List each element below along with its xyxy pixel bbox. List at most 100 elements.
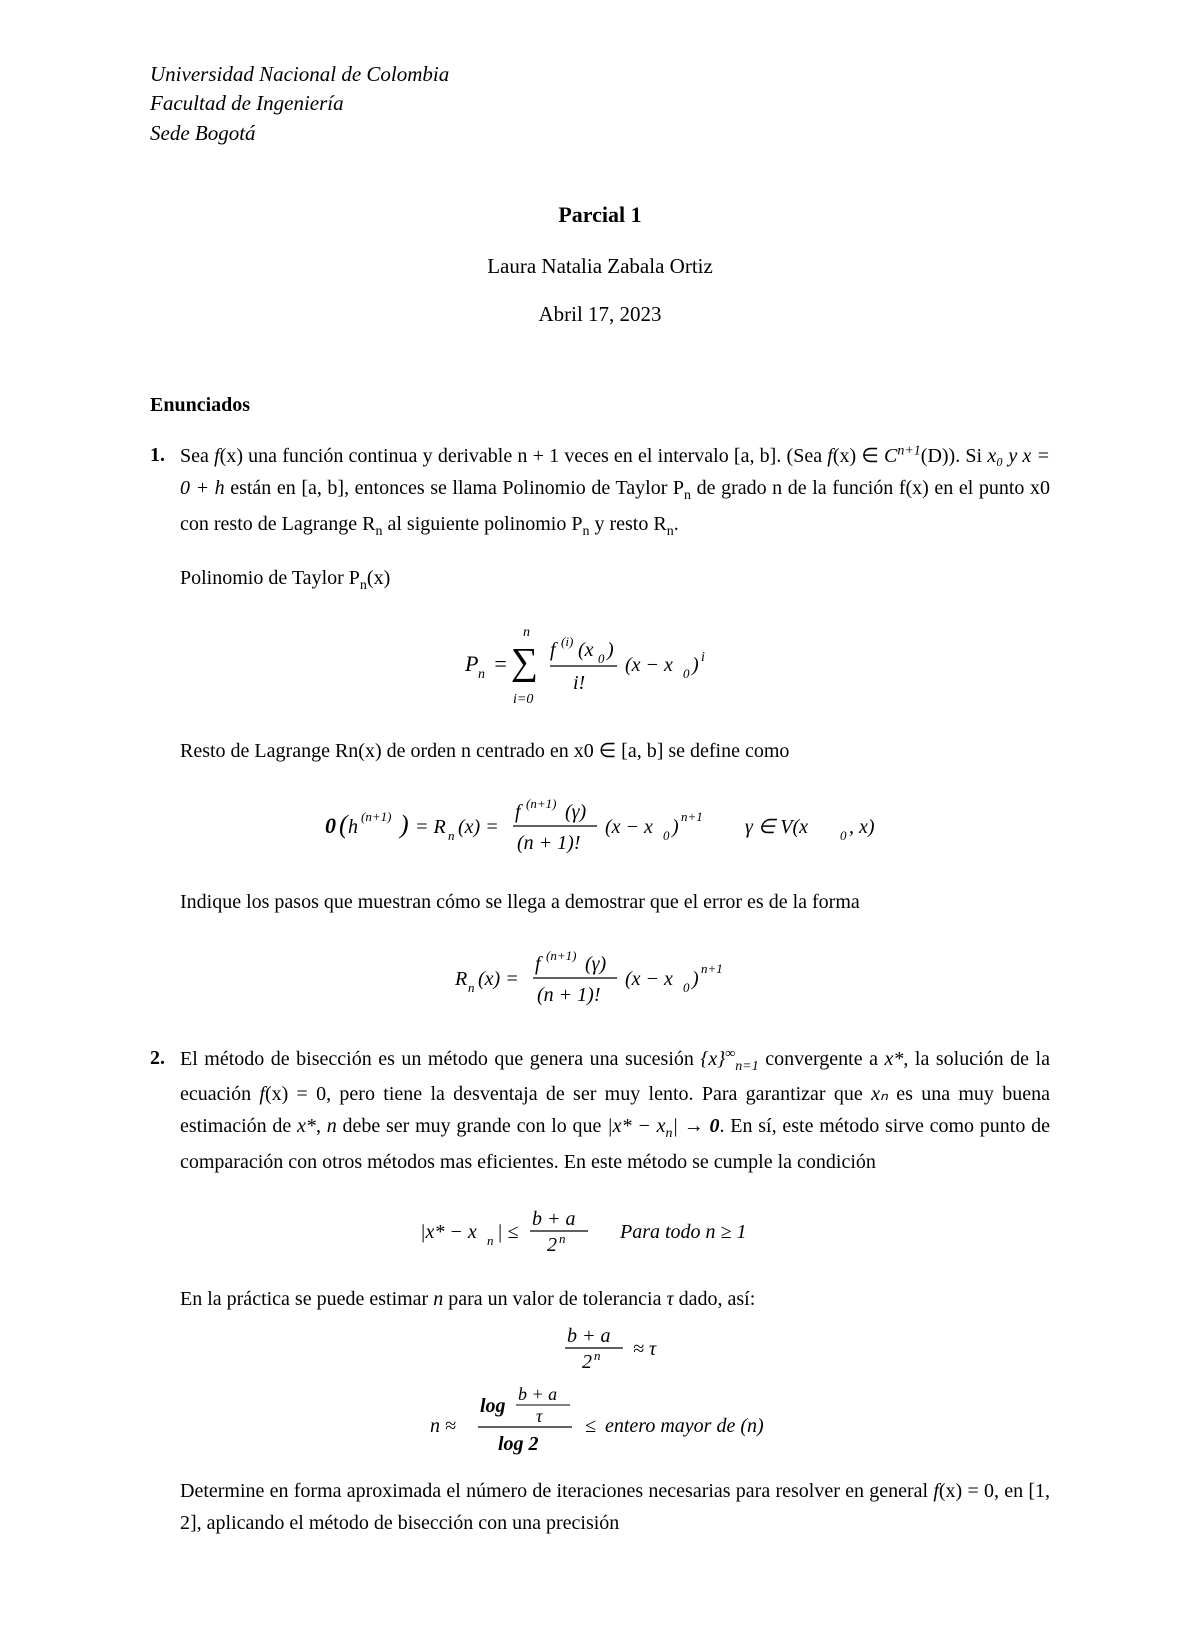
p1-sub1-text: Polinomio de Taylor P xyxy=(180,567,360,589)
p2-prac3: dado, así: xyxy=(674,1288,756,1310)
svg-text:n: n xyxy=(468,980,475,995)
p1-t1: Sea xyxy=(180,445,214,467)
svg-text:n+1: n+1 xyxy=(701,961,723,976)
p1-t3: (x) ∈ xyxy=(833,445,884,467)
p1-t9: . xyxy=(674,513,679,535)
svg-text:(γ): (γ) xyxy=(585,953,607,975)
svg-text:log 2: log 2 xyxy=(498,1433,539,1455)
p1-lagrange-text: Resto de Lagrange Rn(x) de orden n centr… xyxy=(180,736,1050,766)
p1-t2: (x) una función continua y derivable n +… xyxy=(220,445,828,467)
svg-text:b + a: b + a xyxy=(567,1325,611,1347)
faculty-name: Facultad de Ingeniería xyxy=(150,89,1050,118)
svg-text:n: n xyxy=(448,828,455,843)
svg-text:b + a: b + a xyxy=(532,1208,576,1230)
svg-text:0: 0 xyxy=(598,651,605,666)
p1-sub1-sfx: (x) xyxy=(367,567,390,589)
p1-t7: al siguiente polinomio P xyxy=(382,513,582,535)
p1-t5: están en [a, b], entonces se llama Polin… xyxy=(225,477,684,499)
p2-xstar1: x* xyxy=(885,1048,904,1070)
svg-text:i!: i! xyxy=(573,672,585,694)
svg-text:n: n xyxy=(487,1233,494,1248)
svg-text:i=0: i=0 xyxy=(513,692,533,707)
p2-conv: |x* − xn| → 0 xyxy=(607,1115,719,1137)
svg-text:| ≤: | ≤ xyxy=(497,1221,518,1243)
svg-text:(x) =: (x) = xyxy=(478,968,519,990)
p2-prac2: para un valor de tolerancia xyxy=(443,1288,666,1310)
svg-text:n+1: n+1 xyxy=(681,809,703,824)
svg-text:n: n xyxy=(594,1348,601,1363)
svg-text:R: R xyxy=(454,968,467,990)
problem-1-text: Sea f(x) una función continua y derivabl… xyxy=(180,440,1050,543)
svg-text:0: 0 xyxy=(683,980,690,995)
p1-sub4: n xyxy=(667,524,674,539)
svg-text:2: 2 xyxy=(582,1351,592,1373)
p2-t7: debe ser muy grande con lo que xyxy=(337,1115,607,1137)
svg-text:≈ τ: ≈ τ xyxy=(633,1338,657,1360)
p2-determine: Determine en forma aproximada el número … xyxy=(180,1475,1050,1539)
svg-text:(n + 1)!: (n + 1)! xyxy=(517,832,580,854)
p2-xstar2: x* xyxy=(297,1115,316,1137)
svg-text:(x − x: (x − x xyxy=(625,968,673,990)
p2-n1: n xyxy=(327,1115,337,1137)
svg-text:(x − x: (x − x xyxy=(605,816,653,838)
svg-text:|x* − x: |x* − x xyxy=(420,1221,477,1243)
svg-text:γ ∈ V(x: γ ∈ V(x xyxy=(745,816,808,838)
p1-sub1: n xyxy=(684,488,691,503)
formula-bisection-bound: |x* − x n | ≤ b + a 2 n Para todo n ≥ 1 xyxy=(180,1203,1050,1258)
svg-text:b + a: b + a xyxy=(518,1384,557,1404)
svg-text:): ) xyxy=(691,654,699,676)
svg-text:≤: ≤ xyxy=(585,1415,596,1437)
problem-2: 2. El método de bisección es un método q… xyxy=(150,1043,1050,1539)
svg-text:τ: τ xyxy=(536,1406,543,1426)
svg-text:(n+1): (n+1) xyxy=(526,796,556,811)
p2-prac1: En la práctica se puede estimar xyxy=(180,1288,433,1310)
p2-t1: El método de bisección es un método que … xyxy=(180,1048,700,1070)
p1-conclude: Indique los pasos que muestran cómo se l… xyxy=(180,886,1050,918)
svg-text:): ) xyxy=(691,968,699,990)
document-date: Abril 17, 2023 xyxy=(150,299,1050,331)
svg-text:P: P xyxy=(464,651,478,676)
svg-text:Para todo n ≥ 1: Para todo n ≥ 1 xyxy=(619,1221,747,1243)
svg-text:i: i xyxy=(701,650,705,665)
p1-sub1-n: n xyxy=(360,578,367,593)
svg-text:f: f xyxy=(535,953,543,975)
university-header: Universidad Nacional de Colombia Faculta… xyxy=(150,60,1050,148)
svg-text:0: 0 xyxy=(840,828,847,843)
svg-text:(x: (x xyxy=(578,639,594,661)
page-title: Parcial 1 xyxy=(150,198,1050,231)
svg-text:(x − x: (x − x xyxy=(625,654,673,676)
svg-text:(n+1): (n+1) xyxy=(361,809,391,824)
svg-text:=: = xyxy=(493,651,508,676)
p1-C: C xyxy=(884,445,897,467)
svg-text:n: n xyxy=(478,667,485,682)
p1-t8: y resto R xyxy=(589,513,666,535)
svg-text:2: 2 xyxy=(547,1234,557,1256)
svg-text:(n + 1)!: (n + 1)! xyxy=(537,984,600,1006)
p2-practice: En la práctica se puede estimar n para u… xyxy=(180,1283,1050,1315)
university-name: Universidad Nacional de Colombia xyxy=(150,60,1050,89)
campus-name: Sede Bogotá xyxy=(150,119,1050,148)
svg-text:0: 0 xyxy=(663,828,670,843)
svg-text:∑: ∑ xyxy=(511,641,538,683)
p2-t6: , xyxy=(316,1115,327,1137)
svg-text:): ) xyxy=(606,639,614,661)
author-name: Laura Natalia Zabala Ortiz xyxy=(150,251,1050,283)
p1-exp: n+1 xyxy=(897,444,920,459)
svg-text:n ≈: n ≈ xyxy=(430,1415,456,1437)
p2-t4: (x) = 0, pero tiene la desventaja de ser… xyxy=(265,1083,871,1105)
formula-error-form: R n (x) = f (n+1) (γ) (n + 1)! (x − x 0 … xyxy=(180,943,1050,1013)
p2-xn1: xₙ xyxy=(871,1083,888,1105)
p2-n2: n xyxy=(433,1288,443,1310)
formula-lagrange-remainder: 0 ( h (n+1) ) = R n (x) = f (n+1) (γ) (n… xyxy=(180,791,1050,861)
svg-text:entero mayor de (n): entero mayor de (n) xyxy=(605,1415,764,1437)
p1-t4: (D)). Si xyxy=(921,445,988,467)
p2-det1: Determine en forma aproximada el número … xyxy=(180,1480,933,1502)
svg-text:(x) =: (x) = xyxy=(458,816,499,838)
svg-text:, x): , x) xyxy=(849,816,875,838)
svg-text:(γ): (γ) xyxy=(565,801,587,823)
svg-text:f: f xyxy=(550,639,558,661)
formula-n-estimate: n ≈ log b + a τ log 2 ≤ entero mayor de … xyxy=(180,1380,1050,1470)
problem-1-number: 1. xyxy=(150,440,165,470)
svg-text:): ) xyxy=(398,810,409,839)
svg-text:(i): (i) xyxy=(561,634,573,649)
